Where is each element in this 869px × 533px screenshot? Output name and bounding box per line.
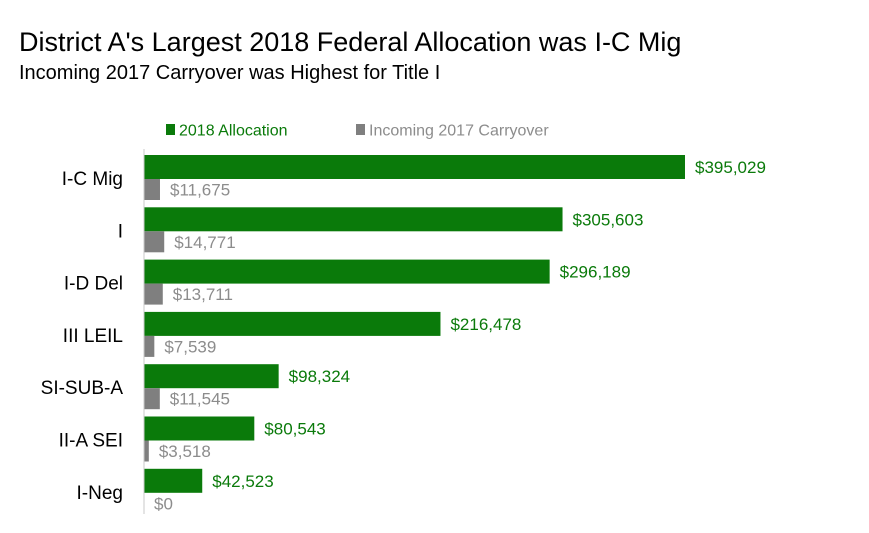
chart-title: District A's Largest 2018 Federal Alloca… — [19, 27, 682, 57]
carryover-bar — [144, 283, 163, 305]
allocation-value-label: $395,029 — [695, 158, 766, 177]
allocation-bar — [144, 364, 279, 389]
allocation-value-label: $296,189 — [560, 263, 631, 282]
allocation-value-label: $80,543 — [264, 420, 325, 439]
carryover-value-label: $3,518 — [159, 442, 211, 461]
carryover-bar — [144, 231, 165, 253]
carryover-bar — [144, 440, 149, 462]
allocation-bar — [144, 207, 563, 232]
category-labels: I-C Mig I I-D Del III LEIL SI-SUB-A II-A SEI I… — [41, 169, 124, 504]
carryover-bar — [144, 388, 160, 410]
carryover-value-label: $11,675 — [170, 181, 230, 200]
legend: 2018 Allocation Incoming 2017 Carryover — [166, 123, 549, 140]
allocation-bar — [144, 468, 203, 493]
allocation-value-label: $305,603 — [573, 210, 644, 229]
category-label: II-A SEI — [59, 431, 123, 452]
carryover-bar — [144, 179, 160, 200]
legend-label-carryover: Incoming 2017 Carryover — [369, 123, 549, 140]
carryover-bar — [144, 335, 155, 357]
category-label: I-D Del — [64, 274, 123, 295]
legend-swatch-allocation — [166, 124, 175, 135]
allocation-value-label: $98,324 — [289, 367, 350, 386]
allocation-bar — [144, 416, 255, 441]
allocation-bar — [144, 155, 685, 179]
chart-subtitle: Incoming 2017 Carryover was Highest for … — [19, 62, 441, 84]
allocation-value-label: $42,523 — [212, 472, 273, 491]
category-label: SI-SUB-A — [41, 378, 124, 399]
legend-swatch-carryover — [356, 124, 365, 135]
category-label: I-Neg — [77, 483, 123, 504]
legend-label-allocation: 2018 Allocation — [179, 123, 288, 140]
category-label: I — [118, 221, 123, 242]
carryover-value-label: $0 — [154, 494, 173, 513]
category-label: III LEIL — [63, 326, 123, 347]
bars — [144, 155, 685, 493]
category-label: I-C Mig — [62, 169, 123, 190]
carryover-value-label: $14,771 — [174, 233, 235, 252]
carryover-value-label: $7,539 — [164, 337, 216, 356]
carryover-value-label: $11,545 — [170, 390, 230, 409]
allocation-value-label: $216,478 — [450, 315, 521, 334]
allocation-bar — [144, 259, 550, 284]
allocation-bar — [144, 311, 441, 336]
data-labels: $395,029 $11,675 $305,603 $14,771 $296,189 $1… — [154, 158, 766, 513]
carryover-value-label: $13,711 — [173, 285, 233, 304]
